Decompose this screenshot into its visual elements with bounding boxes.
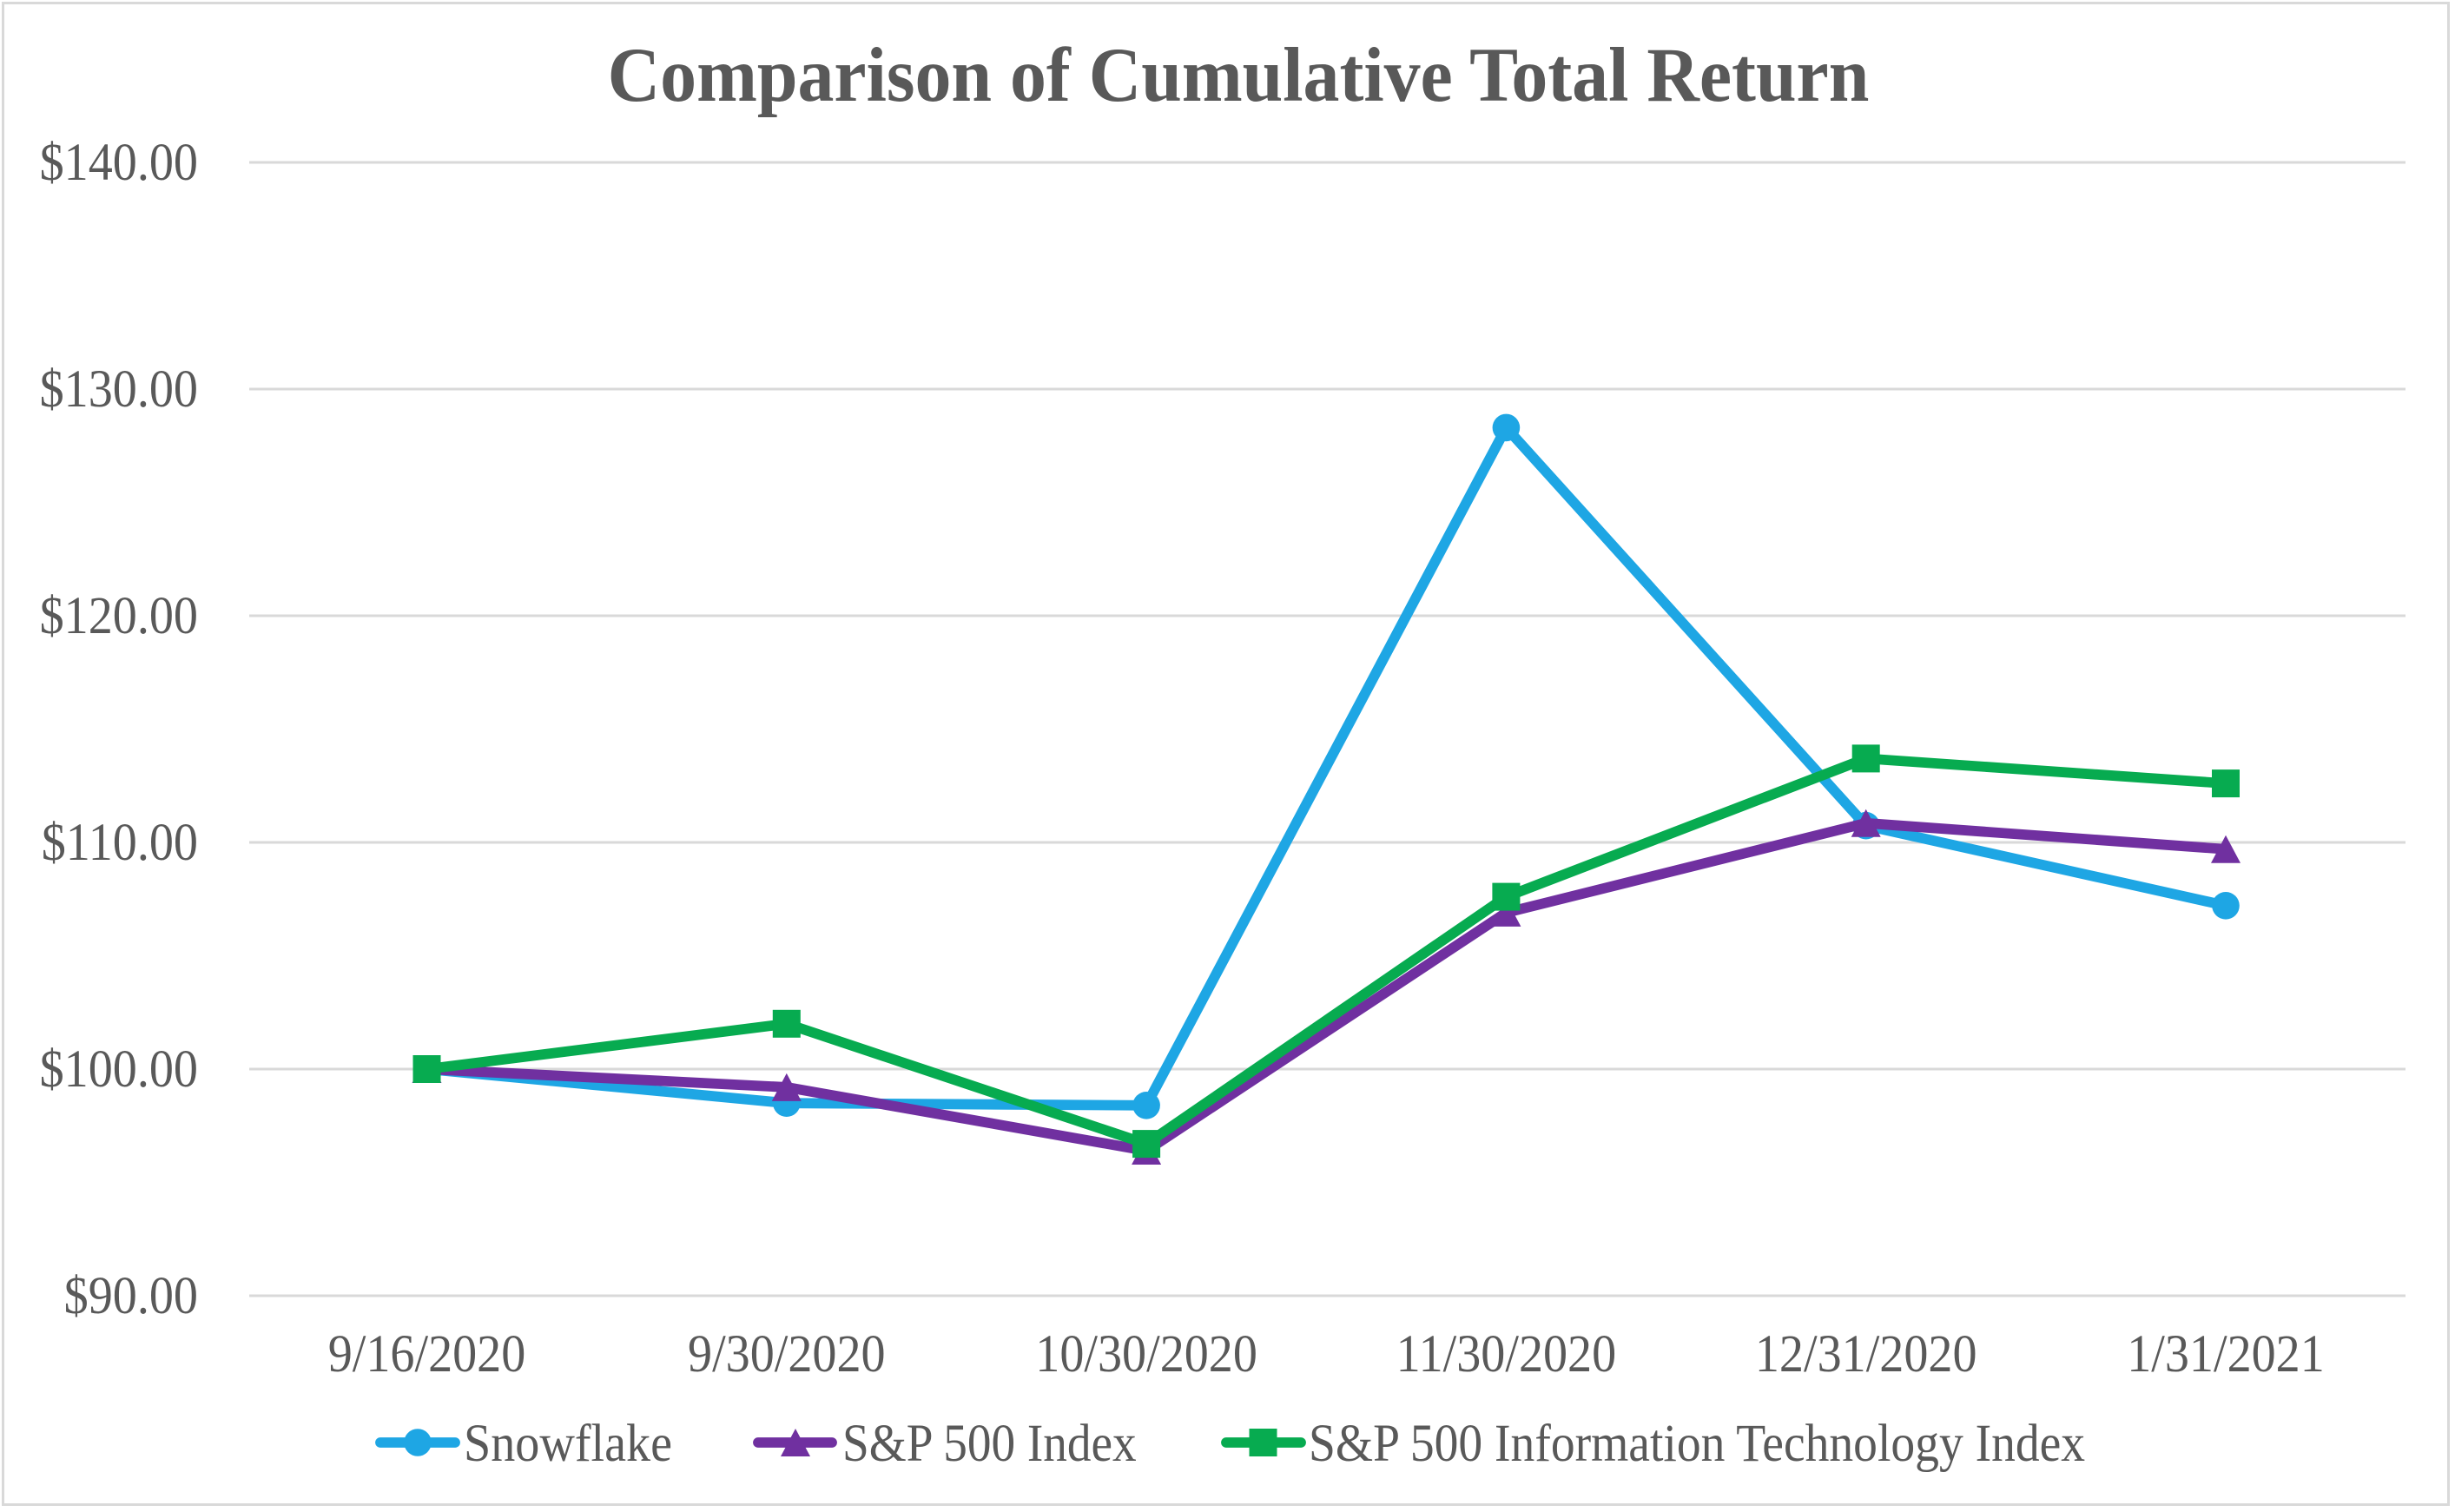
- svg-text:$100.00: $100.00: [40, 1040, 198, 1099]
- svg-text:$110.00: $110.00: [42, 813, 198, 872]
- svg-text:$120.00: $120.00: [40, 586, 198, 645]
- svg-text:1/31/2021: 1/31/2021: [2127, 1324, 2325, 1383]
- svg-text:$140.00: $140.00: [40, 133, 198, 192]
- svg-text:Comparison of Cumulative Total: Comparison of Cumulative Total Return: [608, 32, 1870, 118]
- svg-text:S&P 500 Index: S&P 500 Index: [842, 1414, 1137, 1473]
- svg-text:$130.00: $130.00: [40, 360, 198, 419]
- svg-text:12/31/2020: 12/31/2020: [1755, 1324, 1977, 1383]
- svg-text:$90.00: $90.00: [64, 1266, 198, 1325]
- svg-text:S&P 500 Information Technology: S&P 500 Information Technology Index: [1309, 1414, 2085, 1473]
- svg-text:9/16/2020: 9/16/2020: [328, 1324, 526, 1383]
- svg-text:9/30/2020: 9/30/2020: [688, 1324, 886, 1383]
- svg-text:10/30/2020: 10/30/2020: [1035, 1324, 1257, 1383]
- svg-text:Snowflake: Snowflake: [464, 1414, 672, 1473]
- svg-text:11/30/2020: 11/30/2020: [1396, 1324, 1617, 1383]
